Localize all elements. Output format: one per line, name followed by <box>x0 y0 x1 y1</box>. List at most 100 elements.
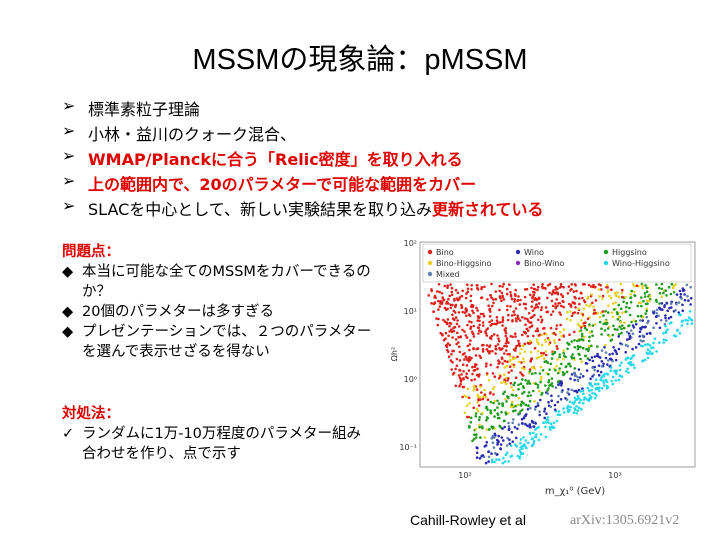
scatter-dot <box>565 317 569 321</box>
scatter-dot <box>522 357 525 360</box>
scatter-dot <box>678 332 682 335</box>
scatter-dot <box>535 338 539 341</box>
scatter-dot <box>611 315 615 319</box>
scatter-dot <box>544 435 548 439</box>
scatter-dot <box>454 384 458 388</box>
scatter-dot <box>530 437 534 441</box>
scatter-dot <box>466 344 470 348</box>
scatter-dot <box>548 425 552 429</box>
scatter-dot <box>493 375 497 378</box>
scatter-dot <box>578 401 581 404</box>
scatter-dot <box>501 427 504 430</box>
scatter-dot <box>562 411 566 414</box>
scatter-dot <box>620 291 624 295</box>
scatter-dot <box>532 389 535 393</box>
legend-label: Wino-Higgsino <box>612 259 670 268</box>
scatter-dot <box>665 339 668 342</box>
scatter-dot <box>490 282 493 286</box>
bullet-text: 標準素粒子理論 <box>88 100 201 119</box>
scatter-dot <box>625 330 629 334</box>
scatter-dot <box>587 349 590 353</box>
scatter-dot <box>511 388 515 392</box>
scatter-dot <box>536 327 539 330</box>
scatter-dot <box>509 382 513 385</box>
bullet-list: 標準素粒子理論小林・益川のクォーク混合、 WMAP/Planckに合う「Relic… <box>62 96 544 221</box>
scatter-dot <box>641 319 644 322</box>
scatter-dot <box>510 314 514 317</box>
scatter-dot <box>620 375 624 378</box>
scatter-dot <box>463 358 466 361</box>
scatter-dot <box>516 427 519 431</box>
scatter-dot <box>593 396 597 400</box>
scatter-dot <box>556 413 560 416</box>
scatter-dot <box>502 380 506 384</box>
scatter-dot <box>573 396 577 400</box>
scatter-dot <box>568 333 571 336</box>
scatter-dot <box>581 387 584 390</box>
scatter-dot <box>489 409 492 412</box>
scatter-dot <box>562 357 565 361</box>
scatter-dot <box>454 338 458 341</box>
scatter-dot <box>665 294 668 297</box>
scatter-dot <box>484 461 488 465</box>
scatter-dot <box>665 319 668 322</box>
scatter-dot <box>616 318 620 321</box>
scatter-dot <box>466 323 469 327</box>
scatter-dot <box>472 324 476 328</box>
scatter-dot <box>519 410 522 413</box>
scatter-dot <box>539 378 543 381</box>
scatter-dot <box>670 282 674 286</box>
scatter-dot <box>518 449 522 452</box>
scatter-dot <box>554 288 558 291</box>
scatter-dot <box>520 373 524 376</box>
scatter-dot <box>537 302 541 305</box>
scatter-dot <box>554 285 557 289</box>
scatter-dot <box>470 356 473 360</box>
scatter-dot <box>478 323 481 327</box>
scatter-dot <box>448 343 452 347</box>
scatter-dot <box>600 365 604 368</box>
scatter-dot <box>587 389 591 392</box>
scatter-dot <box>610 379 613 383</box>
bullet-emphasis: 更新されている <box>432 200 544 219</box>
scatter-dot <box>498 284 502 288</box>
scatter-dot <box>534 371 537 375</box>
scatter-dot <box>616 291 619 294</box>
scatter-dot <box>533 313 536 317</box>
scatter-dot <box>557 383 560 386</box>
scatter-dot <box>492 446 496 449</box>
scatter-dot <box>465 404 469 407</box>
scatter-dot <box>662 341 665 344</box>
scatter-dot <box>484 395 487 399</box>
scatter-dot <box>528 431 532 435</box>
scatter-dot <box>505 444 509 447</box>
scatter-dot <box>531 309 535 312</box>
scatter-dot <box>443 284 447 288</box>
scatter-dot <box>439 302 442 305</box>
scatter-dot <box>555 324 559 327</box>
scatter-dot <box>514 307 518 310</box>
scatter-dot <box>648 294 652 298</box>
scatter-dot <box>678 289 682 293</box>
scatter-dot <box>575 289 578 293</box>
scatter-dot <box>609 366 613 369</box>
scatter-dot <box>512 418 515 421</box>
scatter-dot <box>526 441 530 445</box>
scatter-dot <box>447 297 450 301</box>
scatter-dot <box>638 319 642 322</box>
scatter-dot <box>587 399 591 402</box>
scatter-dot <box>553 339 556 342</box>
scatter-dot <box>596 369 600 373</box>
scatter-dot <box>529 394 532 397</box>
scatter-dot <box>633 366 636 369</box>
scatter-dot <box>430 302 433 305</box>
scatter-dot <box>500 356 504 359</box>
scatter-dot <box>524 307 527 310</box>
scatter-dot <box>581 313 585 316</box>
scatter-dot <box>502 298 506 301</box>
scatter-dot <box>681 289 685 293</box>
scatter-dot <box>645 315 648 319</box>
scatter-dot <box>502 392 505 395</box>
scatter-dot <box>483 445 486 448</box>
scatter-dot <box>576 394 580 398</box>
